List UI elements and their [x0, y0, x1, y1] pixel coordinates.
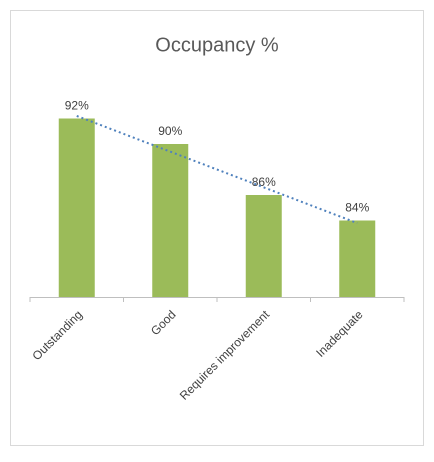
data-label: 90% [158, 124, 182, 138]
chart-title: Occupancy % [155, 34, 279, 56]
bar [152, 144, 189, 297]
data-label: 84% [345, 201, 369, 215]
data-label: 92% [65, 99, 89, 113]
bar [339, 220, 376, 297]
data-label: 86% [252, 175, 276, 189]
trendline [76, 115, 358, 224]
bar [245, 195, 282, 297]
bar [58, 118, 95, 297]
